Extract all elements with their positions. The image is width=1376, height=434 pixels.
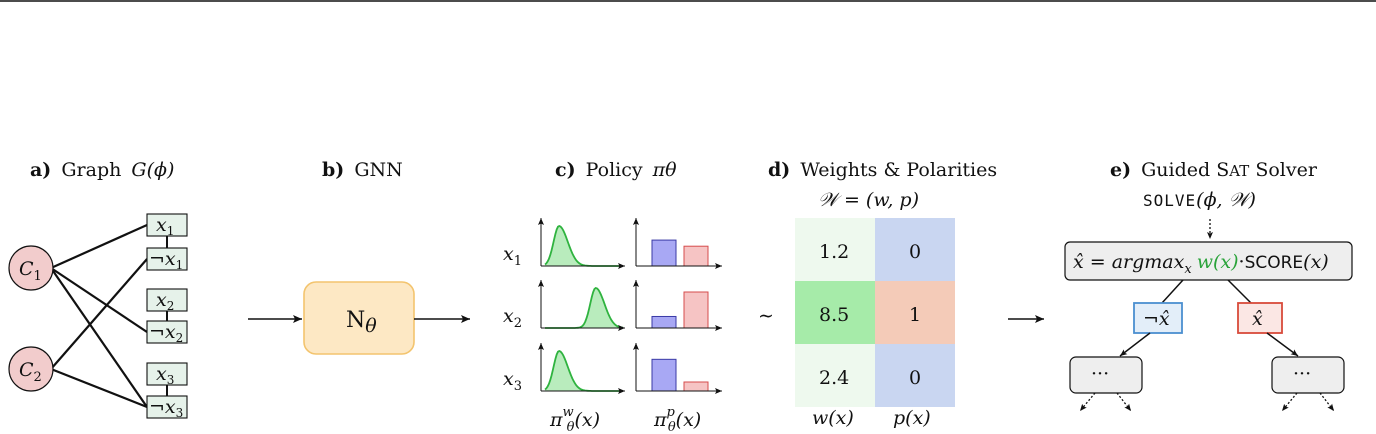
polarity-value: 0: [909, 367, 921, 389]
decision-neg-node: [1133, 302, 1183, 334]
policy-bar-weight: [651, 239, 677, 267]
panel-c-title: c) Policy πθ: [555, 159, 677, 181]
edge-pos-leaf: [1266, 332, 1299, 357]
panel-a-title: a) Graph G(ϕ): [30, 159, 174, 181]
decision-pos-label: x̂: [1252, 308, 1263, 330]
literal-label: x2: [156, 289, 174, 313]
literal-node: [146, 395, 188, 419]
policy-row-label: x3: [503, 368, 522, 394]
leaf-right-cont-2: [1319, 392, 1335, 412]
policy-bar-polarity: [683, 245, 709, 267]
literal-node: [146, 247, 188, 271]
policy-bar-polarity: [683, 291, 709, 329]
graph-edge: [50, 223, 148, 270]
panel-b-title: b) GNN: [322, 159, 403, 181]
weight-cell: [795, 218, 875, 281]
literal-label: x3: [156, 363, 174, 387]
graph-edge: [50, 267, 148, 333]
decision-neg-label: ¬x̂: [1143, 308, 1170, 330]
solver-root-formula: x̂ = argmaxx w(x)·SCORE(x): [1073, 251, 1329, 277]
col-label-weight: w(x): [812, 407, 854, 429]
leaf-left-cont-2: [1116, 392, 1132, 412]
leaf-left-cont-1: [1079, 392, 1096, 412]
panel-e-solve-call: SOLVE(ϕ, 𝒲): [1143, 189, 1256, 211]
clause-node: [8, 346, 54, 392]
panel-d-title: d) Weights & Polarities: [768, 159, 997, 181]
policy-density-fill: [545, 351, 623, 391]
clause-label: C1: [19, 258, 42, 284]
leaf-node-right: [1271, 356, 1345, 394]
edge-root-neg: [1161, 279, 1184, 304]
decision-pos-node: [1237, 302, 1283, 334]
literal-node: [146, 320, 188, 344]
gnn-box: [303, 281, 415, 355]
weights-table: 1.2 8.5 2.4 0 1 0: [795, 218, 955, 407]
polarity-value: 1: [909, 304, 921, 326]
panel-e-title: e) Guided SAT Solver: [1110, 159, 1318, 181]
literal-node: [146, 362, 188, 386]
polarity-cell: [875, 281, 955, 344]
clause-node: [8, 245, 54, 291]
leaf-label-right: ···: [1293, 363, 1311, 385]
leaf-node-left: [1069, 356, 1143, 394]
edge-root-pos: [1227, 279, 1252, 304]
literal-node: [146, 288, 188, 312]
policy-density-fill: [545, 226, 623, 266]
policy-plots: x1 x2 x3: [503, 218, 722, 394]
sample-tilde: ∼: [758, 305, 774, 327]
polarity-cell: [875, 344, 955, 407]
leaf-label-left: ···: [1091, 363, 1109, 385]
literal-label: ¬x3: [149, 396, 183, 420]
policy-row-label: x2: [503, 305, 522, 331]
weight-cell: [795, 344, 875, 407]
clause-label: C2: [19, 359, 42, 385]
policy-row-label: x1: [503, 243, 522, 269]
solver-tree: x̂ = argmaxx w(x)·SCORE(x) ¬x̂ x̂ ··· ···: [1064, 219, 1353, 412]
polarity-value: 0: [909, 241, 921, 263]
weight-value: 8.5: [819, 304, 849, 326]
policy-density-fill: [545, 288, 623, 328]
policy-bar-weight: [651, 358, 677, 392]
policy-bar-polarity: [683, 381, 709, 392]
literal-label: ¬x2: [149, 321, 183, 345]
literal-label: x1: [156, 214, 174, 238]
graph-edge: [50, 267, 148, 408]
weight-value: 1.2: [819, 241, 849, 263]
edge-neg-leaf: [1119, 332, 1151, 357]
literal-node: [146, 213, 188, 237]
weight-cell: [795, 281, 875, 344]
gnn-label: Nθ: [346, 308, 377, 337]
polarity-cell: [875, 218, 955, 281]
weight-value: 2.4: [819, 367, 849, 389]
panel-d-formula: 𝒲 = (w, p): [818, 189, 919, 211]
policy-xlabel-weight: πw θ(x): [549, 405, 600, 434]
literal-label: ¬x1: [149, 248, 183, 272]
col-label-polarity: p(x): [893, 407, 931, 429]
graph-edge: [50, 258, 148, 370]
policy-xlabel-polarity: πp θ(x): [653, 405, 701, 434]
solver-root-node: [1064, 241, 1353, 281]
leaf-right-cont-1: [1281, 392, 1298, 412]
gnn-block: Nθ: [303, 281, 415, 355]
graph-edge: [50, 367, 148, 409]
policy-bar-weight: [651, 315, 677, 329]
factor-graph: C1 C2 x1 ¬x1 x2 ¬x2 x3 ¬x3: [8, 213, 188, 420]
